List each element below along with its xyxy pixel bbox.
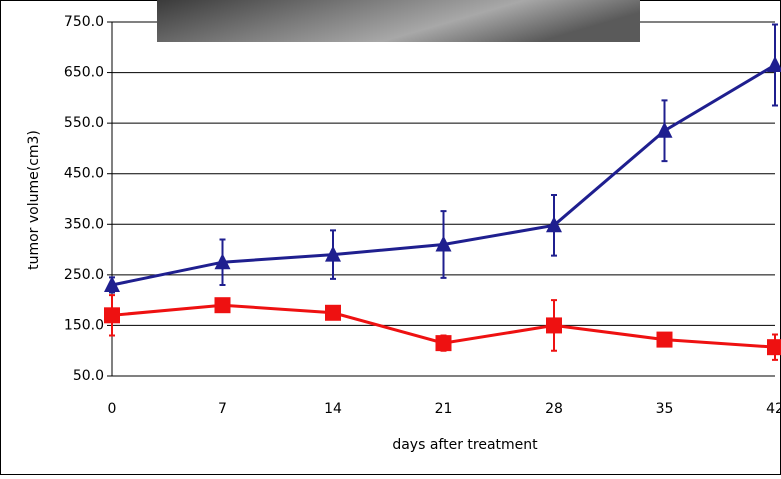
x-tick-label: 42 [766,401,781,417]
y-tick-label: 750.0 [64,14,104,30]
x-tick-label: 7 [218,401,227,417]
x-tick-label: 35 [656,401,674,417]
y-tick-label: 250.0 [64,267,104,283]
marker [104,307,120,323]
x-axis-title: days after treatment [392,437,538,453]
marker [215,297,231,313]
y-tick-label: 50.0 [73,368,104,384]
x-tick-label: 28 [545,401,563,417]
x-tick-label: 14 [324,401,342,417]
marker [767,339,781,355]
y-tick-label: 450.0 [64,166,104,182]
marker [657,332,673,348]
x-tick-label: 21 [435,401,453,417]
marker [436,335,452,351]
chart: 50.0 150.0 250.0 350.0 450.0 550.0 650.0 750.0 0… [0,0,781,475]
y-tick-label: 350.0 [64,216,104,232]
y-tick-label: 150.0 [64,317,104,333]
y-tick-label: 550.0 [64,115,104,131]
marker [325,305,341,321]
y-axis-title: tumor volume(cm3) [26,130,42,270]
x-tick-label: 0 [108,401,117,417]
y-tick-label: 650.0 [64,65,104,81]
photo-overlay [157,0,640,42]
marker [546,317,562,333]
